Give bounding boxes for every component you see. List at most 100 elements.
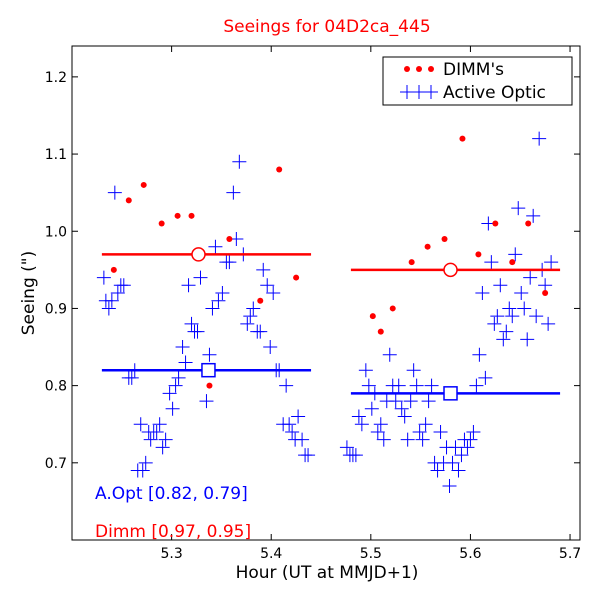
ao-point [499,324,514,339]
ao-point [493,278,508,293]
ao-point [487,316,502,331]
ao-point [508,247,523,262]
ao-point [382,347,397,362]
ao-point [135,463,150,478]
dimm-point [459,135,466,142]
dimm-point [276,166,283,173]
dimm-point [226,235,233,242]
ao-point [361,378,376,393]
ao-point [285,424,300,439]
ao-point [412,424,427,439]
ao-point [215,286,230,300]
ao-point [256,262,271,277]
plot-frame [71,45,581,541]
dimm-summary-annotation: Dimm [0.97, 0.95] [95,522,251,542]
legend: DIMM's Active Optic [382,56,573,106]
y-tick-label: 1.2 [45,70,67,86]
x-tick-label: 5.5 [360,546,382,562]
ao-point [246,301,261,316]
ao-point [222,255,237,270]
ao-point [226,185,241,200]
x-tick-label: 5.3 [160,546,182,562]
x-tick-label: 5.6 [459,546,481,562]
dimm-point [257,297,264,304]
ao-point [433,424,448,439]
dimm-point [188,212,195,219]
ao-point [520,332,535,347]
ao-point [388,394,403,409]
ao-point [211,293,226,308]
dimm-point [206,382,213,389]
ao-point [373,417,388,432]
ao-point [291,409,306,424]
ao-point [266,286,281,300]
ao-point [472,347,487,362]
ao-point [263,340,278,355]
ao-point [448,440,463,455]
dimm-point [140,181,147,188]
ao-point [484,255,499,270]
mean-marker [191,247,206,262]
ao-point [451,463,466,478]
ao-point [165,401,180,416]
ao-point [463,432,478,447]
legend-ao-marker [412,85,426,99]
ao-point [445,455,460,470]
dimm-point [525,220,532,227]
ao-point [418,417,433,432]
ao-summary-annotation: A.Opt [0.82, 0.79] [95,484,248,504]
legend-ao-label: Active Optic [443,83,546,103]
y-tick-label: 1.0 [45,224,67,240]
ao-point [505,309,520,324]
ao-point [475,286,490,300]
ao-point [184,316,199,331]
y-tick-label: 0.7 [45,456,67,472]
ao-point [391,378,406,393]
chart-title: Seeings for 04D2ca_445 [223,17,430,37]
legend-box [382,56,573,106]
ao-point [116,278,131,293]
ao-point [193,270,208,285]
ao-point [110,286,125,300]
x-tick-label: 5.4 [260,546,282,562]
ao-point [430,463,445,478]
legend-dimm-marker [428,66,434,72]
legend-dimm-marker [404,66,410,72]
ao-point [295,432,310,447]
ao-point [478,370,493,385]
dimm-point [509,259,516,266]
ao-point [460,440,475,455]
ao-point [529,309,544,324]
ao-point [397,409,412,424]
data-layer [96,131,561,493]
dimm-point [475,251,482,258]
axis-ticks: 5.3 5.4 5.5 5.6 5.7 0.7 0.8 0.9 1.0 1.1 1.2 [45,46,581,562]
ao-point [351,409,366,424]
legend-ao-marker [424,85,438,99]
ao-point [541,316,556,331]
x-tick-label: 5.7 [559,546,581,562]
ao-point [260,278,275,293]
dimm-point [492,220,499,227]
ao-point [178,355,193,370]
dimm-point [158,220,165,227]
ao-point [415,432,430,447]
dimm-point [174,212,181,219]
ao-point [358,363,373,378]
y-tick-label: 1.1 [45,147,67,163]
ao-point [403,394,418,409]
ao-point [454,448,469,463]
ao-point [96,270,111,285]
legend-ao-marker [400,85,414,99]
ao-point [282,417,297,432]
dimm-point [377,328,384,335]
dimm-point [110,266,117,273]
ao-point [205,301,220,316]
dimm-point [408,259,415,266]
ao-point [243,309,258,324]
ao-point [138,455,153,470]
ao-point [424,378,439,393]
ao-point [232,154,247,169]
ao-point [466,424,481,439]
